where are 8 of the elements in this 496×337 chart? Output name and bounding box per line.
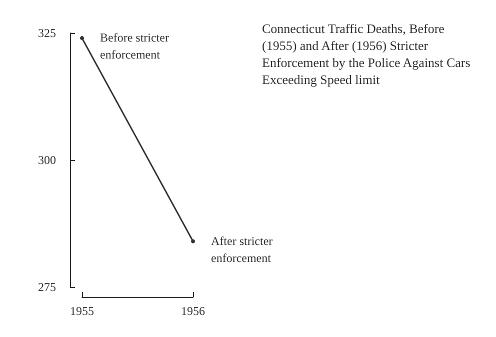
x-tick-label: 1956 <box>181 304 205 318</box>
y-tick-label: 325 <box>38 26 56 40</box>
x-tick-label: 1955 <box>70 304 94 318</box>
y-tick-label: 275 <box>38 280 56 294</box>
y-tick-label: 300 <box>38 153 56 167</box>
annotation: Before stricter enforcement <box>100 30 172 62</box>
annotation: After stricter enforcement <box>211 234 276 265</box>
text: Connecticut Traffic Deaths, Before (1955) and After (1956) Stricter Enforcement by the Police Against Cars Exceeding Speed limit <box>262 21 474 87</box>
